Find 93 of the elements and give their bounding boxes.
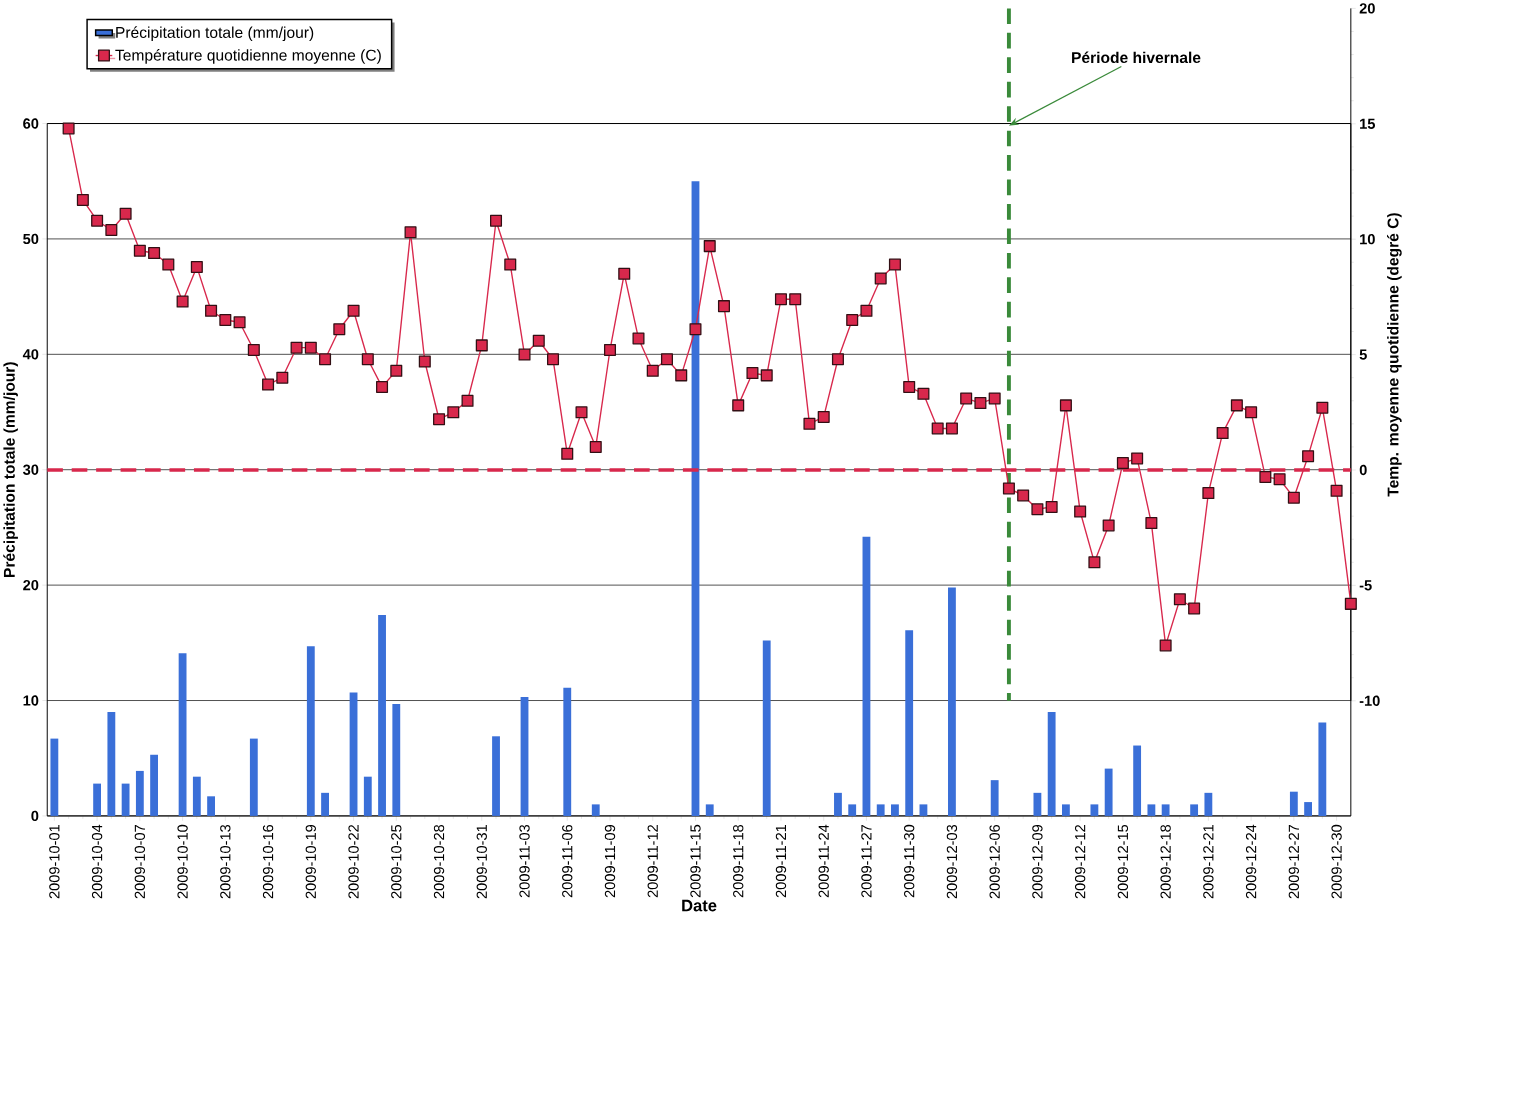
x-tick-label: 2009-12-18 [1160, 824, 1171, 899]
x-tick-label: 2009-12-30 [1331, 824, 1342, 899]
bar [135, 770, 144, 816]
x-tick-label: 2009-11-15 [690, 824, 701, 898]
y-tick-label: 60 [23, 118, 39, 129]
x-tick-label: 2009-11-30 [904, 824, 915, 898]
x-tick-label: 2009-11-21 [775, 824, 787, 898]
y2-tick-label: -5 [1359, 580, 1372, 591]
bar [363, 776, 372, 816]
bar [1190, 804, 1199, 816]
bar [1104, 768, 1113, 816]
bar [1304, 802, 1313, 816]
bar [249, 738, 258, 816]
bar [1033, 792, 1042, 816]
bar [919, 804, 928, 816]
bar [1133, 745, 1142, 816]
x-tick-label: 2009-11-06 [562, 824, 573, 898]
x-tick-label: 2009-10-25 [391, 824, 402, 899]
x-tick-label: 2009-10-31 [476, 824, 487, 899]
x-tick-label: 2009-12-12 [1074, 824, 1086, 899]
x-tick-label: 2009-11-09 [604, 824, 616, 898]
y2-tick-label: 0 [1359, 464, 1367, 476]
x-tick-label: 2009-10-28 [433, 824, 445, 899]
bar [207, 796, 215, 816]
y-tick-label: 50 [23, 233, 39, 245]
x-tick-label: 2009-10-10 [177, 824, 188, 899]
bar [990, 780, 999, 816]
x-tick-label: 2009-12-15 [1117, 824, 1129, 899]
x-tick-label: 2009-11-24 [818, 824, 829, 898]
bar [1289, 791, 1298, 816]
x-tick-label: 2009-11-12 [647, 824, 658, 898]
bar [705, 804, 714, 816]
bar [192, 776, 201, 816]
bar [378, 615, 386, 816]
bar [349, 692, 358, 816]
y2-tick-label: 5 [1359, 349, 1367, 360]
bar [50, 738, 59, 816]
y2-tick-label: -10 [1359, 695, 1380, 706]
bar [1147, 804, 1156, 816]
bar [178, 653, 187, 816]
x-tick-label: 2009-10-19 [305, 824, 316, 899]
bar [891, 804, 899, 816]
x-tick-label: 2009-12-09 [1032, 824, 1043, 899]
y2-tick-label: 15 [1360, 118, 1376, 129]
x-tick-label: 2009-12-24 [1245, 824, 1257, 899]
bar [591, 804, 600, 816]
legend-label: Précipitation totale (mm/jour) [116, 26, 314, 42]
bar [1161, 804, 1170, 816]
x-tick-label: 2009-12-03 [946, 824, 958, 899]
bar [1318, 722, 1327, 816]
bar [1090, 804, 1099, 816]
x-tick-label: 2009-11-27 [861, 824, 872, 898]
bar [834, 792, 842, 816]
y2-tick-label: 20 [1359, 3, 1375, 14]
bar [392, 703, 401, 816]
x-tick-label: 2009-12-06 [989, 824, 1000, 899]
x-tick-label: 2009-10-01 [49, 824, 60, 899]
bar [306, 646, 315, 816]
bar [492, 736, 500, 816]
bar [1204, 792, 1213, 816]
bar [107, 712, 116, 816]
x-tick-label: 2009-11-18 [733, 824, 744, 898]
ref-line-label: Période hivernale [1072, 51, 1201, 64]
bar [121, 783, 130, 816]
bar [905, 630, 914, 816]
x-tick-label: 2009-10-07 [134, 824, 146, 899]
bar [1047, 712, 1056, 816]
bar [93, 783, 102, 816]
y2-axis-title: Temp. moyenne quotidienne (degré C) [1386, 213, 1402, 497]
x-tick-label: 2009-11-03 [519, 824, 530, 898]
legend-label: Température quotidienne moyenne (C) [115, 49, 381, 64]
bar [321, 792, 329, 816]
x-tick-label: 2009-10-13 [220, 824, 231, 899]
bar [948, 587, 956, 816]
x-tick-label: 2009-10-04 [91, 824, 103, 899]
y-tick-label: 10 [23, 695, 39, 706]
bar [876, 804, 885, 816]
bar [848, 804, 857, 816]
y-tick-label: 30 [22, 464, 39, 475]
bar [762, 640, 771, 816]
x-tick-label: 2009-10-22 [348, 824, 359, 899]
y-axis-title: Précipitation totale (mm/jour) [3, 362, 18, 577]
y-tick-label: 40 [22, 349, 39, 360]
bar [150, 754, 159, 816]
x-axis-title: Date [682, 899, 717, 912]
x-tick-label: 2009-10-16 [262, 824, 274, 899]
y-tick-label: 0 [31, 810, 39, 822]
y2-tick-label: 10 [1360, 234, 1375, 245]
bar [1061, 804, 1070, 816]
bar [563, 687, 572, 816]
x-tick-label: 2009-12-21 [1203, 824, 1214, 899]
x-tick-label: 2009-12-27 [1288, 824, 1300, 899]
y-tick-label: 20 [23, 579, 39, 591]
